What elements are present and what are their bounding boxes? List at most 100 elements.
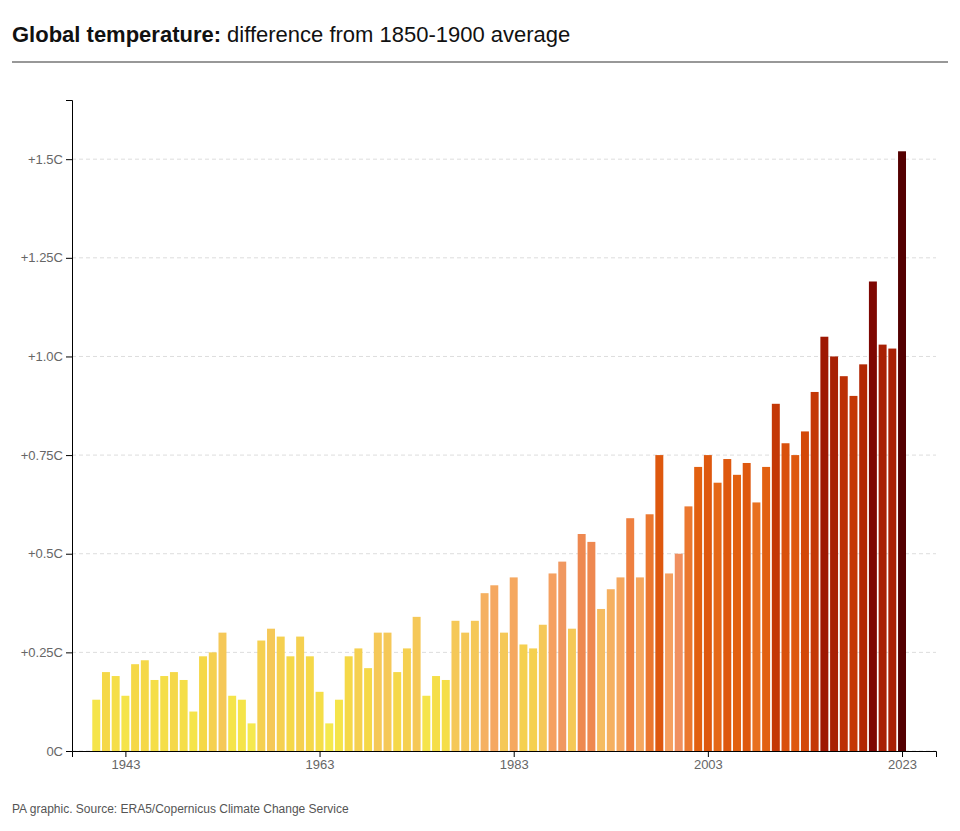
bar — [791, 455, 799, 751]
bar — [646, 514, 654, 751]
title-rule — [12, 61, 948, 62]
bar — [121, 696, 129, 751]
bar — [859, 364, 867, 751]
bar — [704, 455, 712, 751]
x-axis: 19431963198320032023 — [73, 751, 937, 772]
y-tick: +1.0C — [28, 349, 72, 364]
bar — [209, 652, 217, 751]
bar — [743, 463, 751, 751]
y-tick-mark — [66, 554, 72, 555]
bar — [500, 633, 508, 751]
bar — [772, 404, 780, 751]
bar — [869, 281, 877, 751]
subtitle: difference from 1850-1900 average — [227, 22, 570, 47]
y-tick-mark — [66, 652, 72, 653]
bar — [529, 648, 537, 751]
title-bold: Global temperature: — [12, 22, 221, 47]
bar — [131, 664, 139, 751]
bar — [199, 656, 207, 751]
x-tick-label: 1963 — [306, 757, 335, 772]
x-tick-label: 2023 — [888, 757, 917, 772]
bar — [102, 672, 110, 751]
bar — [898, 151, 906, 751]
x-tick-mark — [708, 751, 709, 757]
bar — [112, 676, 120, 751]
bar — [218, 633, 226, 751]
x-tick-mark — [125, 751, 126, 757]
y-tick-label: 0C — [46, 744, 63, 759]
y-tick: 0C — [46, 744, 72, 759]
bar — [335, 700, 343, 751]
y-tick-label: +0.75C — [21, 448, 63, 463]
bar — [471, 621, 479, 751]
bar — [675, 554, 683, 751]
x-tick: 1983 — [500, 751, 529, 772]
bar — [442, 680, 450, 751]
bar — [296, 637, 304, 751]
bar — [228, 696, 236, 751]
bar — [393, 672, 401, 751]
y-tick: +0.75C — [21, 448, 72, 463]
y-tick-mark — [66, 356, 72, 357]
x-axis-line — [73, 752, 937, 758]
bar — [684, 506, 692, 751]
bar — [597, 609, 605, 751]
y-tick: +0.5C — [28, 546, 72, 561]
y-tick: +0.25C — [21, 645, 72, 660]
bar — [636, 577, 644, 751]
bar — [481, 593, 489, 751]
y-tick-label: +0.5C — [28, 546, 63, 561]
bar — [189, 712, 197, 751]
bar — [888, 349, 896, 751]
y-tick-mark — [66, 751, 72, 752]
bar — [248, 723, 256, 751]
bars — [92, 151, 906, 751]
y-tick-label: +1.25C — [21, 250, 63, 265]
bar — [151, 680, 159, 751]
grid-line — [72, 356, 936, 357]
y-tick-label: +1.0C — [28, 349, 63, 364]
bar — [568, 629, 576, 751]
y-tick-label: +1.5C — [28, 152, 63, 167]
bar — [811, 392, 819, 751]
x-tick: 1963 — [306, 751, 335, 772]
bar — [626, 518, 634, 751]
y-tick: +1.5C — [28, 152, 72, 167]
bar — [850, 396, 858, 751]
bar — [316, 692, 324, 751]
x-tick: 2023 — [888, 751, 917, 772]
bar — [801, 431, 809, 751]
bar — [752, 502, 760, 751]
x-tick-label: 2003 — [694, 757, 723, 772]
y-tick-label: +0.25C — [21, 645, 63, 660]
bar — [617, 577, 625, 751]
bar — [325, 723, 333, 751]
x-tick-mark — [514, 751, 515, 757]
chart: Global temperature:difference from 1850-… — [0, 0, 960, 831]
bar — [519, 644, 527, 751]
x-tick-mark — [902, 751, 903, 757]
title: Global temperature:difference from 1850-… — [12, 22, 570, 47]
bar — [277, 637, 285, 751]
bar — [714, 483, 722, 751]
bar — [354, 648, 362, 751]
bar — [723, 459, 731, 751]
grid — [72, 159, 936, 751]
bar — [238, 700, 246, 751]
bar — [694, 467, 702, 751]
bar — [558, 562, 566, 751]
bar — [782, 443, 790, 751]
y-tick-mark — [66, 258, 72, 259]
bar — [267, 629, 275, 751]
y-axis: 0C +0.25C +0.5C +0.75C +1.0C +1.25C +1.5C — [21, 101, 73, 759]
bar — [160, 676, 168, 751]
x-tick-mark — [320, 751, 321, 757]
bar — [413, 617, 421, 751]
bar — [374, 633, 382, 751]
bar — [141, 660, 149, 751]
bar — [820, 337, 828, 751]
bar — [286, 656, 294, 751]
bar — [257, 641, 265, 751]
y-tick-mark — [66, 159, 72, 160]
bar — [490, 585, 498, 751]
